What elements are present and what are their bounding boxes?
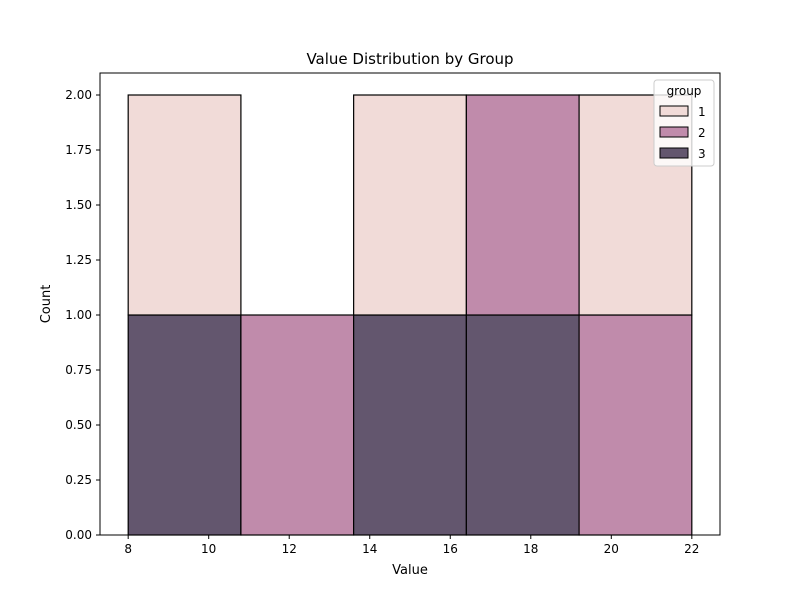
legend-swatch-group-2 <box>659 126 689 138</box>
y-tick-label: 1.25 <box>65 253 92 267</box>
x-tick-label: 16 <box>443 542 458 556</box>
x-tick-label: 8 <box>124 542 132 556</box>
y-axis-label: Count <box>39 285 54 324</box>
bar-group-1-bin-1 <box>127 94 242 316</box>
x-tick-label: 18 <box>523 542 538 556</box>
legend-title: group <box>667 84 702 98</box>
y-tick-label: 0.25 <box>65 473 92 487</box>
legend: group 1 2 3 <box>653 79 715 167</box>
legend-swatch-group-3 <box>659 147 689 159</box>
x-tick-label: 14 <box>362 542 377 556</box>
bar-group-2-bin-2 <box>240 314 355 536</box>
x-axis: 8 10 12 14 16 18 20 22 <box>124 535 699 556</box>
y-tick-label: 2.00 <box>65 88 92 102</box>
y-axis: 0.00 0.25 0.50 0.75 1.00 1.25 1.50 1.75 2.00 <box>65 88 100 542</box>
y-tick-label: 1.00 <box>65 308 92 322</box>
bar-group-2-bin-5 <box>578 314 693 536</box>
legend-label-group-3: 3 <box>698 147 706 161</box>
x-axis-label: Value <box>392 563 428 578</box>
bar-group-3-bin-4 <box>465 314 580 536</box>
y-tick-label: 0.50 <box>65 418 92 432</box>
chart-title: Value Distribution by Group <box>306 50 513 68</box>
y-tick-label: 0.75 <box>65 363 92 377</box>
plot-frame <box>99 72 721 536</box>
legend-swatch-group-1 <box>659 105 689 117</box>
legend-label-group-2: 2 <box>698 126 706 140</box>
legend-box <box>653 79 715 167</box>
x-tick-label: 22 <box>684 542 699 556</box>
bar-group-3-bin-3 <box>353 314 467 536</box>
x-tick-label: 12 <box>282 542 297 556</box>
y-tick-label: 0.00 <box>65 528 92 542</box>
bars-group <box>127 94 693 536</box>
bar-group-3-bin-1 <box>127 314 242 536</box>
bar-group-2-bin-4 <box>465 94 580 316</box>
y-tick-label: 1.50 <box>65 198 92 212</box>
x-tick-label: 10 <box>201 542 216 556</box>
y-tick-label: 1.75 <box>65 143 92 157</box>
legend-label-group-1: 1 <box>698 105 706 119</box>
bar-group-1-bin-3 <box>353 94 467 316</box>
x-tick-label: 20 <box>604 542 619 556</box>
